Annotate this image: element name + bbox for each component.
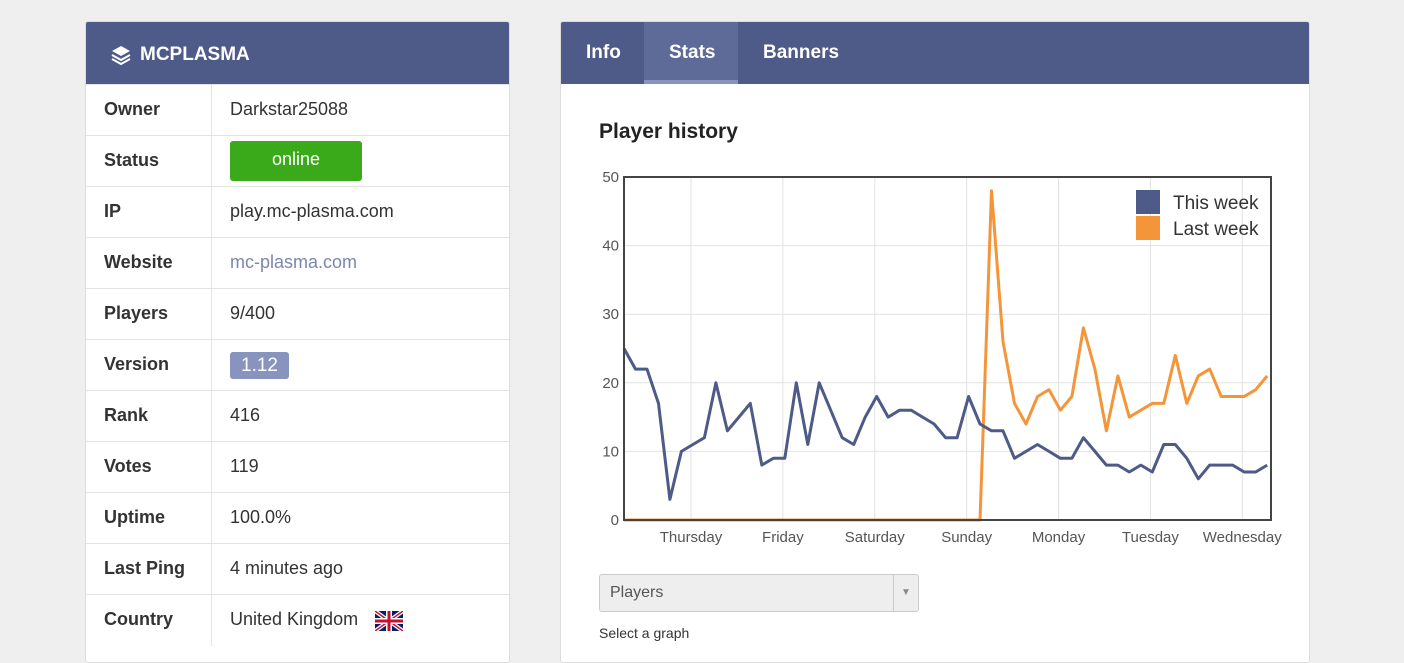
select-caption: Select a graph [599,625,690,641]
page: MCPLASMA Owner Darkstar25088 Status online I… [85,21,1310,663]
tab[interactable]: Banners [763,42,840,63]
legend-swatch [1136,216,1160,240]
stats-panel: Info Stats Banners Player history 0 10 20 3… [560,21,1310,663]
info-row: Uptime 100.0% [86,492,509,544]
x-tick-label: Sunday [941,529,992,546]
x-tick-label: Monday [1032,529,1086,546]
row-label: Rank [104,405,149,425]
active-tab-bg [644,22,738,84]
info-row: Website mc-plasma.com [86,237,509,289]
status-badge: online [230,141,362,181]
x-tick-label: Tuesday [1122,529,1179,546]
legend-label: This week [1173,193,1259,214]
row-value: 416 [230,405,261,425]
row-label: Version [104,354,170,374]
x-tick-label: Saturday [845,529,906,546]
row-sep [211,544,212,595]
y-tick-label: 10 [602,443,619,460]
version-badge: 1.12 [230,352,289,379]
info-row: Players 9/400 [86,288,509,340]
plot-frame [623,176,1272,521]
row-sep [211,187,212,238]
x-tick-label: Wednesday [1203,529,1282,546]
select-value: Players [610,584,664,601]
server-header: MCPLASMA [86,22,509,84]
row-value: 9/400 [230,303,276,323]
row-sep [211,289,212,340]
row-sep [211,136,212,187]
select-arrow: ▼ [893,575,918,611]
info-row: IP play.mc-plasma.com [86,186,509,238]
legend-swatch [1136,190,1160,214]
plot-area [624,177,1271,520]
row-sep [211,442,212,493]
info-row: Last Ping 4 minutes ago [86,543,509,595]
info-row: Version 1.12 [86,339,509,391]
series-line [622,347,1268,501]
row-label: Uptime [104,507,166,527]
row-value: Darkstar25088 [230,99,349,119]
row-label: Country [104,609,173,629]
flag [375,611,403,631]
row-sep [211,85,212,136]
info-row: Owner Darkstar25088 [86,84,509,136]
row-value: United Kingdom [230,609,359,629]
chart-title: Player history [599,120,738,143]
row-label: IP [104,201,122,221]
y-tick-label: 20 [602,375,619,392]
x-tick-label: Friday [762,529,804,546]
server-panel: MCPLASMA Owner Darkstar25088 Status online I… [85,21,510,663]
flag-icon [375,611,403,631]
legend-label: Last week [1173,219,1259,240]
row-value: play.mc-plasma.com [230,201,394,221]
tab[interactable]: Info [586,42,621,63]
info-row: Status online [86,135,509,187]
row-sep [211,493,212,544]
info-row: Rank 416 [86,390,509,442]
info-row: Country United Kingdom [86,594,509,646]
tab[interactable]: Stats [669,42,716,63]
y-tick-label: 30 [602,306,619,323]
row-value: 119 [230,456,259,476]
row-label: Website [104,252,173,272]
row-sep [211,391,212,442]
row-label: Votes [104,456,152,476]
website-link[interactable]: mc-plasma.com [230,252,358,272]
row-value: 4 minutes ago [230,558,344,578]
layers-icon [111,46,131,65]
row-sep [211,595,212,646]
tab-bar: Info Stats Banners [561,22,1309,84]
y-tick-label: 40 [602,238,619,255]
graph-select[interactable]: Players ▼ [599,574,919,612]
y-tick-label: 0 [611,512,619,529]
x-tick-label: Thursday [660,529,723,546]
row-label: Last Ping [104,558,186,578]
info-row: Votes 119 [86,441,509,493]
row-label: Status [104,150,160,170]
chart: Player history 0 10 20 30 40 50 Thursday Friday… [599,120,1282,546]
row-sep [211,238,212,289]
row-label: Owner [104,99,161,119]
server-title: MCPLASMA [140,44,250,65]
row-label: Players [104,303,169,323]
y-tick-label: 50 [602,169,619,186]
row-value: 100.0% [230,507,292,527]
row-sep [211,340,212,391]
